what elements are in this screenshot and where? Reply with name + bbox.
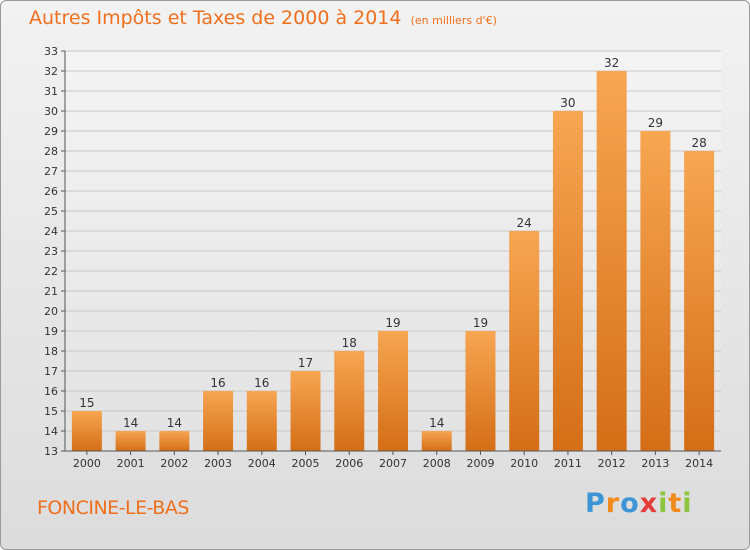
bar-2008 [421, 431, 452, 451]
y-tick-label: 24 [44, 225, 58, 238]
y-tick-label: 23 [44, 245, 58, 258]
y-tick-label: 14 [44, 425, 58, 438]
bar-2004 [246, 391, 277, 451]
chart-title: Autres Impôts et Taxes de 2000 à 2014 [29, 7, 402, 29]
y-tick-label: 31 [44, 85, 58, 98]
commune-name: FONCINE-LE-BAS [37, 497, 189, 519]
bar-2009 [465, 331, 496, 451]
y-tick-label: 33 [44, 45, 58, 58]
x-tick-labels: 2000 2001 2002 2003 2004 2005 2006 2007 2008 2009… [73, 451, 713, 470]
data-label: 28 [691, 136, 706, 150]
bar-2001 [115, 431, 146, 451]
x-tick-label: 2003 [204, 457, 232, 470]
data-label: 24 [517, 216, 532, 230]
x-tick-label: 2007 [379, 457, 407, 470]
y-tick-label: 17 [44, 365, 58, 378]
data-labels: 15 14 14 16 16 17 18 19 14 19 24 30 32 29 28 [79, 56, 707, 430]
data-label: 19 [385, 316, 400, 330]
y-tick-label: 30 [44, 105, 58, 118]
x-tick-label: 2013 [641, 457, 669, 470]
y-tick-label: 16 [44, 385, 58, 398]
y-tick-label: 26 [44, 185, 58, 198]
x-tick-label: 2010 [510, 457, 538, 470]
y-tick-label: 22 [44, 265, 58, 278]
bar-2005 [290, 371, 321, 451]
data-label: 14 [167, 416, 182, 430]
bar-2010 [509, 231, 540, 451]
data-label: 32 [604, 56, 619, 70]
y-tick-labels: 13 14 15 16 17 18 19 20 21 22 23 24 25 26 27 28 29 30 31 32… [44, 45, 58, 458]
y-tick-label: 25 [44, 205, 58, 218]
y-tick-label: 15 [44, 405, 58, 418]
data-label: 18 [342, 336, 357, 350]
x-tick-label: 2009 [466, 457, 494, 470]
bar-2002 [159, 431, 190, 451]
y-tick-label: 18 [44, 345, 58, 358]
y-tick-label: 21 [44, 285, 58, 298]
bar-2000 [71, 411, 102, 451]
bar-2007 [378, 331, 408, 451]
data-label: 14 [123, 416, 138, 430]
y-tick-label: 19 [44, 325, 58, 338]
data-label: 19 [473, 316, 488, 330]
x-tick-label: 2011 [554, 457, 582, 470]
bar-2013 [640, 131, 671, 451]
y-tick-label: 13 [44, 445, 58, 458]
data-label: 16 [254, 376, 269, 390]
y-tick-label: 28 [44, 145, 58, 158]
data-label: 16 [210, 376, 225, 390]
x-tick-label: 2001 [117, 457, 145, 470]
bar-2006 [334, 351, 365, 451]
bar-2011 [552, 111, 583, 451]
data-label: 15 [79, 396, 94, 410]
x-tick-label: 2006 [335, 457, 363, 470]
chart-subtitle: (en milliers d'€) [410, 14, 497, 27]
data-label: 17 [298, 356, 313, 370]
y-tick-label: 29 [44, 125, 58, 138]
data-label: 30 [560, 96, 575, 110]
data-label: 14 [429, 416, 444, 430]
data-label: 29 [648, 116, 663, 130]
x-tick-label: 2000 [73, 457, 101, 470]
bar-2014 [684, 151, 715, 451]
proxiti-logo: Proxiti [585, 488, 693, 519]
x-tick-label: 2012 [598, 457, 626, 470]
y-tick-label: 20 [44, 305, 58, 318]
bar-2003 [203, 391, 234, 451]
x-tick-label: 2008 [423, 457, 451, 470]
title-row: Autres Impôts et Taxes de 2000 à 2014 (e… [29, 7, 497, 29]
y-tick-label: 27 [44, 165, 58, 178]
bar-2012 [596, 71, 627, 451]
bars [71, 71, 715, 451]
x-tick-label: 2002 [160, 457, 188, 470]
x-tick-label: 2014 [685, 457, 713, 470]
x-tick-label: 2005 [292, 457, 320, 470]
y-tick-label: 32 [44, 65, 58, 78]
x-tick-label: 2004 [248, 457, 276, 470]
